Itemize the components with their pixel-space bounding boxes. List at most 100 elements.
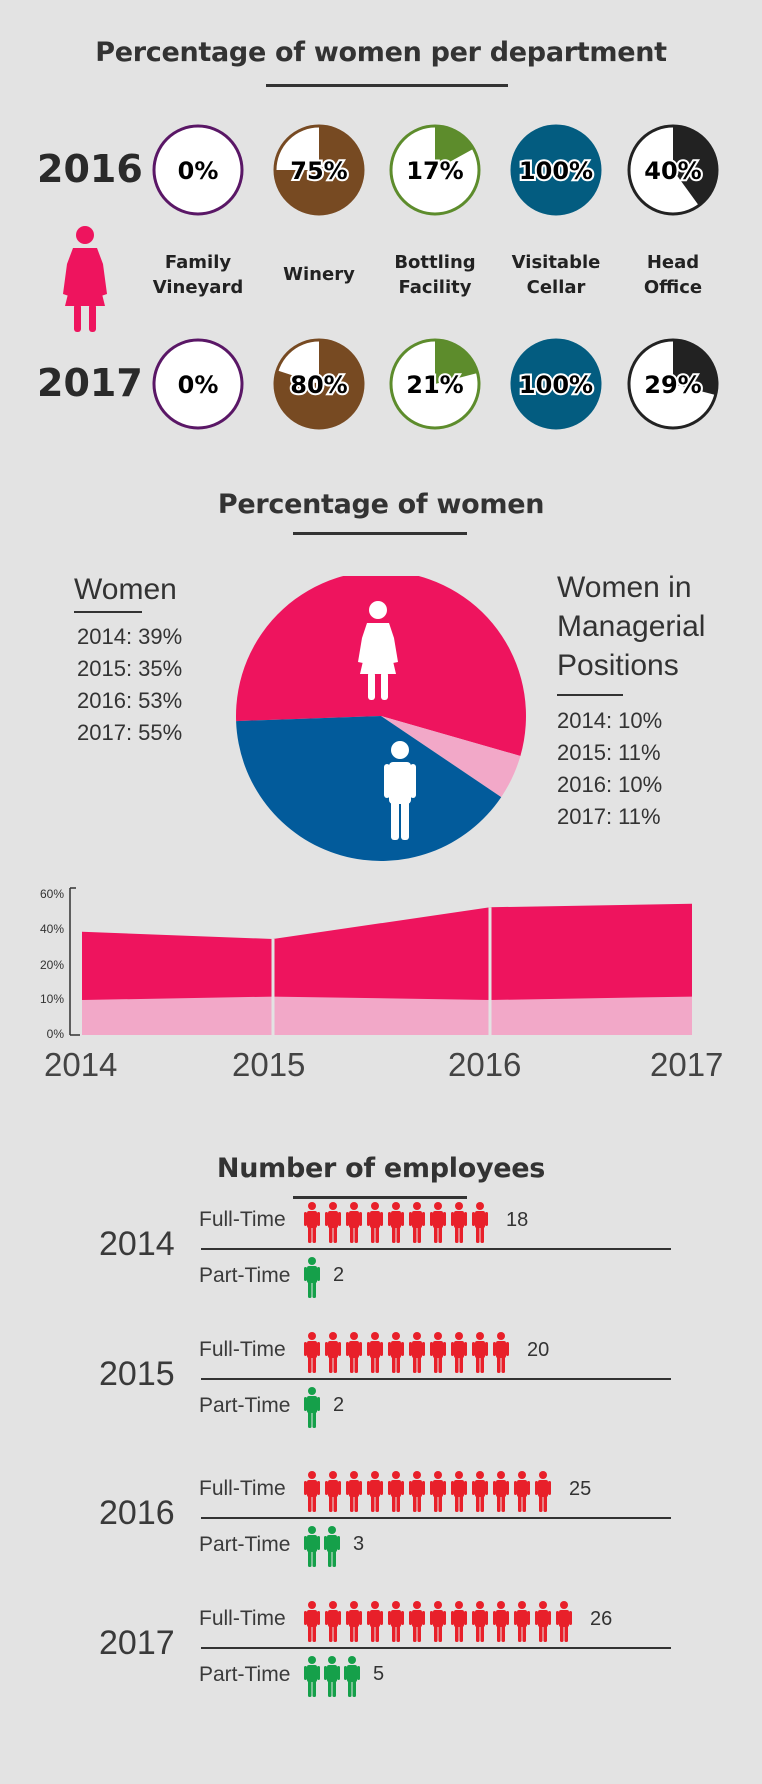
employees-row-rule [201,1647,671,1649]
women-stat-line: 2016: 53% [77,688,183,713]
person-icon [451,1471,467,1512]
dept-label-line: Visitable [511,252,601,273]
person-icon [325,1202,341,1243]
dept-label-line: Office [643,277,703,298]
person-icon [367,1471,383,1512]
person-icon [304,1202,320,1243]
donut-fill [512,340,600,428]
person-icon [430,1601,446,1642]
person-icon [346,1471,362,1512]
women-heading-rule [74,611,142,613]
donut-0-1: 0% [152,338,244,430]
dept-label-line: Family [164,252,232,273]
pie-slice-1 [381,716,521,798]
pictogram-row-2016 [304,1471,551,1567]
area-y-tick-label: 20% [39,958,64,972]
managerial-heading-line: Positions [557,649,679,682]
area-x-year-label: 2014 [44,1046,118,1083]
person-icon [472,1601,488,1642]
donut-value-label: 40% [644,157,701,185]
donut-value-label: 80% [290,371,347,399]
person-icon [451,1601,467,1642]
person-icon [304,1601,320,1642]
employees-row-rule [201,1517,671,1519]
dept-label-1: Winery [259,262,379,287]
donut-3-1: 100% [510,338,602,430]
person-icon [304,1471,320,1512]
dept-section-title: Percentage of women per department [95,37,667,68]
donut-fill [275,126,363,214]
donut-1-1: 80% [273,338,365,430]
person-icon [409,1202,425,1243]
donut-value-label: 100% [519,157,593,185]
donut-value-label: 75% [290,157,347,185]
person-icon [514,1601,530,1642]
donut-fill [275,340,364,428]
person-icon [304,1257,320,1298]
person-icon [493,1332,509,1373]
part-time-count: 3 [353,1533,365,1555]
part-time-label: Part-Time [199,1394,291,1417]
area-y-tick-label: 10% [39,992,64,1006]
year-label-2016: 2016 [37,147,143,191]
person-icon [451,1332,467,1373]
person-icon [409,1332,425,1373]
person-icon [535,1601,551,1642]
dept-label-line: Facility [398,277,472,298]
donut-value-label: 17% [406,157,463,185]
woman-icon [358,601,398,700]
women-section-title: Percentage of women [217,489,545,520]
donut-4-1: 29% [627,338,719,430]
donut-4-0: 40% [627,124,719,216]
area-series-1 [82,996,692,1035]
pictogram-row-2015 [304,1332,509,1428]
area-y-tick-label: 60% [39,887,64,901]
donut-0-0: 0% [152,124,244,216]
managerial-heading-line: Managerial [557,610,706,643]
person-icon [346,1601,362,1642]
person-icon [304,1387,320,1428]
full-time-count: 18 [506,1209,529,1231]
person-icon [409,1471,425,1512]
dept-label-line: Vineyard [152,277,244,298]
person-icon [409,1601,425,1642]
person-icon [325,1601,341,1642]
part-time-count: 2 [333,1264,345,1286]
person-icon [493,1601,509,1642]
pictogram-row-2017 [304,1601,572,1697]
area-x-year-label: 2016 [448,1046,522,1083]
area-x-year-label: 2017 [650,1046,724,1083]
person-icon [556,1601,572,1642]
person-icon [324,1526,340,1567]
donut-3-0: 100% [510,124,602,216]
managerial-heading-rule [557,694,623,696]
person-icon [325,1471,341,1512]
donut-value-label: 0% [178,371,219,399]
donut-fill [512,126,600,214]
donut-value-label: 29% [644,371,701,399]
employees-year-2015: 2015 [99,1355,175,1393]
dept-label-line: Cellar [526,277,586,298]
person-icon [388,1332,404,1373]
dept-title-rule [266,84,508,87]
women-stat-line: 2017: 55% [77,720,183,745]
person-icon [367,1332,383,1373]
dept-donuts: 0% 0% 75% 80% 17% 21% 100% 100% 40% 29% [152,124,719,430]
person-icon [493,1471,509,1512]
year-label-2017: 2017 [37,361,143,405]
person-icon [472,1332,488,1373]
person-icon [451,1202,467,1243]
person-icon [535,1471,551,1512]
dept-label-4: Head Office [613,250,733,300]
full-time-label: Full-Time [199,1477,286,1500]
donut-2-1: 21% [389,338,481,430]
full-time-count: 26 [590,1608,613,1630]
person-icon [388,1471,404,1512]
person-icon [346,1202,362,1243]
managerial-stat-line: 2017: 11% [557,804,661,829]
person-icon [324,1656,340,1697]
women-stat-line: 2015: 35% [77,656,183,681]
person-icon [472,1202,488,1243]
full-time-label: Full-Time [199,1607,286,1630]
